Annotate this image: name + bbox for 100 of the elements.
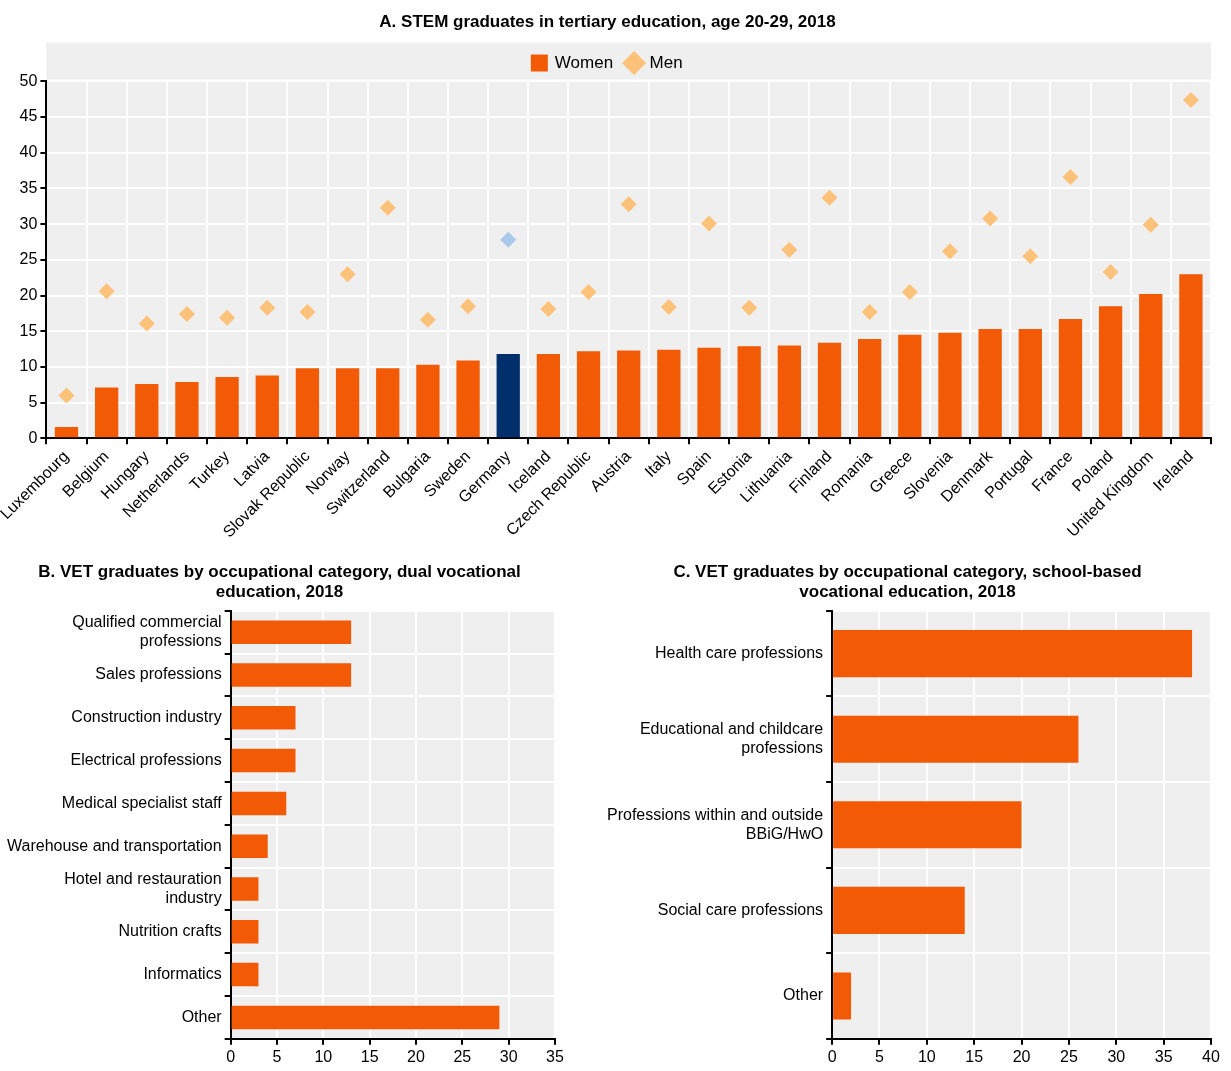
x-tick-label: 30 — [1107, 1047, 1126, 1065]
x-tick-label: Italy — [641, 447, 675, 481]
y-tick-label: 30 — [19, 214, 38, 232]
bar — [858, 339, 882, 438]
bar — [231, 877, 259, 901]
bar — [898, 334, 922, 438]
point — [1182, 91, 1199, 108]
point — [580, 283, 597, 300]
point — [259, 299, 276, 316]
point — [299, 303, 316, 320]
bar — [1098, 306, 1123, 438]
bar — [215, 376, 239, 438]
y-tick-label: Electrical professions — [70, 751, 222, 769]
legend-label: Men — [649, 52, 683, 72]
bar — [135, 384, 159, 438]
y-tick-label: Construction industry — [71, 708, 222, 726]
bar — [255, 375, 279, 438]
point — [941, 243, 958, 260]
bar — [496, 354, 520, 438]
y-tick-label: Informatics — [143, 965, 222, 983]
x-tick-label: 0 — [827, 1047, 837, 1065]
x-tick-label: 5 — [875, 1047, 885, 1065]
x-tick-label: 0 — [226, 1047, 236, 1065]
x-tick-label: 35 — [1154, 1047, 1173, 1065]
x-tick-label: 15 — [965, 1047, 984, 1065]
point — [419, 311, 436, 328]
y-tick-label: 35 — [19, 178, 38, 196]
point — [1022, 248, 1039, 265]
x-tick-label: 30 — [499, 1047, 518, 1065]
point — [1142, 216, 1159, 233]
bar — [938, 332, 962, 438]
y-tick-label: Other — [783, 986, 824, 1004]
point — [500, 231, 517, 248]
y-tick-label: Qualified commercial professions — [72, 613, 222, 650]
x-tick-label: 20 — [407, 1047, 425, 1065]
bar — [817, 342, 842, 438]
x-tick-label: 20 — [1012, 1047, 1031, 1065]
point — [58, 387, 75, 404]
point — [701, 215, 718, 232]
point — [660, 298, 677, 315]
bar — [1058, 319, 1083, 438]
y-tick-label: Medical specialist staff — [61, 793, 223, 811]
y-tick-label: 50 — [19, 71, 38, 89]
bar — [617, 350, 641, 438]
y-tick-label: Hotel and restauration industry — [64, 869, 222, 907]
point — [620, 196, 637, 213]
y-tick-label: Professions within and outside BBiG/HwO — [607, 805, 824, 842]
point — [781, 241, 798, 258]
y-tick-label: Warehouse and transportation — [6, 836, 222, 854]
y-tick-label: Nutrition crafts — [118, 922, 222, 940]
y-tick-label: 15 — [19, 321, 38, 339]
bar — [231, 920, 259, 944]
point — [98, 283, 115, 300]
y-tick-label: 10 — [19, 357, 38, 375]
y-tick-label: 0 — [28, 428, 38, 446]
bar — [175, 381, 199, 438]
x-tick-label: 35 — [546, 1047, 564, 1065]
y-tick-label: 40 — [19, 143, 38, 161]
y-tick-label: Sales professions — [95, 665, 222, 683]
point — [1102, 263, 1119, 280]
bar — [833, 715, 1079, 763]
bar — [737, 346, 761, 438]
point — [219, 309, 236, 326]
point — [460, 298, 477, 315]
bar — [833, 886, 965, 934]
bar — [777, 345, 801, 438]
y-tick-label: Social care professions — [657, 900, 824, 918]
bar — [697, 347, 721, 438]
legend-label: Women — [554, 52, 614, 72]
y-tick-label: 25 — [19, 250, 38, 268]
bar — [335, 368, 360, 438]
chart-title: B. VET graduates by occupational category, dual vocational education, 2018 — [38, 561, 521, 602]
bar — [1018, 329, 1042, 438]
point — [901, 283, 918, 300]
bar — [231, 834, 268, 858]
y-tick-label: 5 — [28, 393, 38, 411]
bar — [295, 368, 320, 438]
bar — [231, 620, 352, 644]
point — [339, 266, 356, 283]
point — [861, 303, 878, 320]
bar — [54, 426, 79, 438]
x-tick-label: 5 — [272, 1047, 282, 1065]
chart-title: A. STEM graduates in tertiary education, age 20-29, 2018 — [379, 11, 836, 31]
bar — [657, 349, 681, 438]
y-tick-label: 20 — [19, 285, 38, 303]
point — [138, 315, 155, 332]
point — [741, 299, 758, 316]
point — [379, 199, 396, 216]
x-tick-label: 15 — [360, 1047, 379, 1065]
bar — [978, 329, 1002, 438]
bar — [231, 962, 259, 987]
bar — [416, 364, 440, 438]
chart-title: C. VET graduates by occupational category, school-based vocational education, 2018 — [673, 561, 1142, 602]
bar — [231, 1005, 500, 1030]
point — [178, 306, 195, 323]
y-tick-label: Educational and childcare professions — [639, 720, 824, 757]
x-tick-label: 40 — [1202, 1047, 1220, 1065]
bar — [94, 387, 119, 438]
x-tick-label: 25 — [453, 1047, 472, 1065]
bar — [231, 748, 296, 773]
